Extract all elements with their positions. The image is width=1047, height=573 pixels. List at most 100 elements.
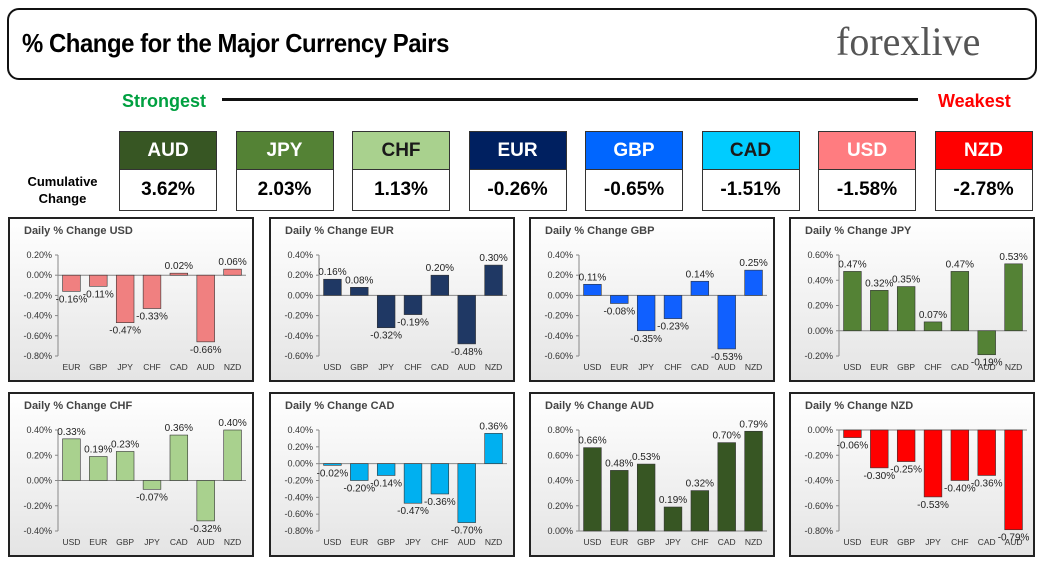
bar: [744, 430, 763, 532]
x-tick-label: USD: [583, 537, 601, 547]
y-tick-label: 0.40%: [547, 476, 573, 486]
y-tick-label: 0.20%: [26, 250, 52, 260]
x-tick-label: JPY: [925, 537, 941, 547]
value-label: -0.32%: [190, 524, 222, 535]
value-label: 0.20%: [426, 263, 454, 274]
cumulative-value: -2.78%: [935, 170, 1032, 210]
y-tick-label: 0.20%: [287, 442, 313, 452]
bar: [663, 295, 683, 319]
value-label: -0.08%: [603, 306, 635, 317]
bar: [403, 295, 423, 315]
bar: [223, 429, 242, 481]
x-tick-label: AUD: [718, 362, 736, 372]
y-tick-label: -0.60%: [544, 351, 573, 361]
value-label: -0.36%: [424, 497, 456, 508]
bar: [1004, 263, 1023, 332]
bar: [484, 264, 503, 296]
currency-box: CAD -1.51%: [701, 131, 800, 211]
y-tick-label: 0.40%: [287, 250, 313, 260]
bar: [896, 286, 916, 332]
x-tick-label: JPY: [405, 537, 421, 547]
bar: [142, 480, 162, 490]
y-tick-label: -0.40%: [23, 311, 52, 321]
cumulative-value: -0.26%: [469, 170, 566, 210]
chart-title: Daily % Change CAD: [285, 400, 394, 412]
bar: [690, 490, 710, 532]
value-label: 0.11%: [579, 272, 607, 283]
y-tick-label: -0.40%: [23, 526, 52, 536]
bar: [169, 434, 189, 481]
value-label: 0.32%: [686, 479, 714, 490]
currency-name: AUD: [120, 132, 216, 170]
bar: [62, 274, 81, 292]
chart-panel: Daily % Change AUD 0.80% 0.60% 0.40% 0.20% 0.…: [529, 392, 775, 557]
value-label: 0.06%: [218, 257, 246, 268]
x-tick-label: AUD: [197, 537, 215, 547]
chart-panel: Daily % Change CAD0.40%0.20%0.00%-0.20%-…: [269, 392, 515, 557]
header-box: [7, 8, 1037, 80]
x-tick-label: CAD: [691, 362, 709, 372]
bar: [89, 456, 108, 481]
x-tick-label: CHF: [924, 362, 941, 372]
value-label: -0.36%: [971, 478, 1003, 489]
bar: [950, 429, 970, 481]
value-label: 0.40%: [218, 418, 246, 429]
value-label: -0.16%: [56, 294, 88, 305]
y-tick-label: -0.80%: [284, 526, 313, 536]
bar: [376, 463, 396, 476]
x-tick-label: EUR: [62, 362, 80, 372]
x-tick-label: EUR: [870, 537, 888, 547]
currency-name: NZD: [935, 132, 1032, 170]
x-tick-label: AUD: [978, 362, 996, 372]
value-label: 0.16%: [318, 267, 346, 278]
bar: [196, 480, 215, 522]
bar: [62, 438, 81, 481]
value-label: 0.66%: [578, 436, 606, 447]
x-tick-label: CAD: [978, 537, 996, 547]
cumulative-value: -1.51%: [702, 170, 799, 210]
value-label: -0.20%: [343, 484, 375, 495]
value-label: -0.47%: [397, 506, 429, 517]
currency-box: NZD -2.78%: [934, 131, 1033, 211]
bar: [636, 295, 656, 332]
y-tick-label: 0.00%: [547, 290, 573, 300]
y-tick-label: 0.80%: [547, 425, 573, 435]
x-tick-label: CHF: [143, 362, 160, 372]
x-tick-label: GBP: [350, 362, 368, 372]
bar: [950, 271, 970, 332]
value-label: 0.53%: [999, 252, 1027, 263]
bar: [717, 295, 736, 350]
value-label: -0.23%: [657, 322, 689, 333]
value-label: 0.33%: [57, 427, 85, 438]
x-tick-label: JPY: [144, 537, 160, 547]
x-tick-label: GBP: [116, 537, 134, 547]
x-tick-label: NZD: [1005, 362, 1022, 372]
bar: [870, 429, 889, 469]
y-tick-label: -0.40%: [284, 492, 313, 502]
x-tick-label: NZD: [224, 362, 241, 372]
value-label: -0.06%: [837, 441, 869, 452]
x-tick-label: NZD: [485, 362, 502, 372]
y-tick-label: 0.00%: [26, 270, 52, 280]
y-tick-label: 0.40%: [26, 425, 52, 435]
value-label: 0.53%: [632, 452, 660, 463]
x-tick-label: NZD: [745, 362, 762, 372]
x-tick-label: JPY: [117, 362, 133, 372]
bar: [115, 274, 135, 323]
x-tick-label: GBP: [89, 362, 107, 372]
value-label: 0.35%: [892, 275, 920, 286]
bar: [196, 274, 215, 343]
currency-box: USD -1.58%: [818, 131, 916, 211]
y-tick-label: -0.20%: [804, 450, 833, 460]
x-tick-label: CHF: [404, 362, 421, 372]
chart-title: Daily % Change JPY: [805, 225, 912, 237]
cumulative-value: -1.58%: [819, 170, 915, 210]
x-tick-label: EUR: [610, 362, 628, 372]
x-tick-label: USD: [843, 362, 861, 372]
bar: [403, 463, 423, 504]
weakest-label: Weakest: [938, 91, 1011, 111]
bar: [169, 272, 189, 276]
bar: [430, 463, 450, 495]
bar: [350, 287, 369, 296]
